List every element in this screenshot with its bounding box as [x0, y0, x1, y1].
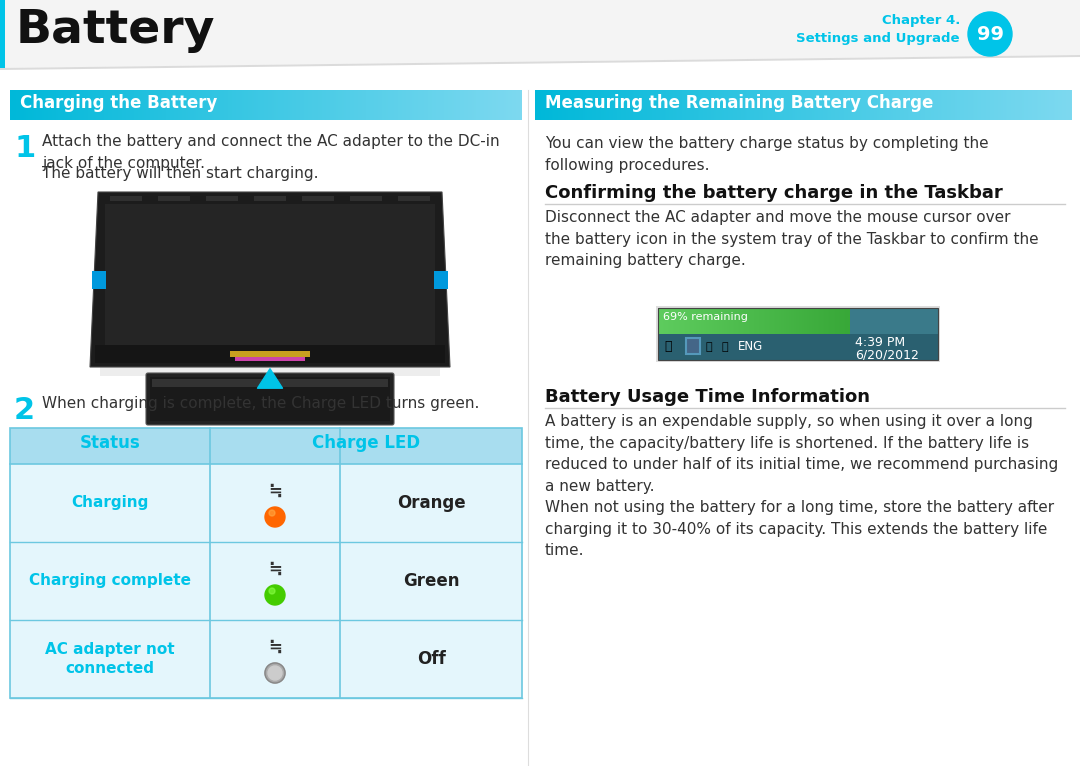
Text: Status: Status: [80, 434, 140, 452]
Bar: [399, 196, 430, 201]
Text: ≒: ≒: [268, 560, 282, 578]
Bar: [658, 308, 939, 360]
Text: ≒: ≒: [268, 638, 282, 656]
Polygon shape: [0, 55, 1080, 70]
Text: When not using the battery for a long time, store the battery after
charging it : When not using the battery for a long ti…: [545, 500, 1054, 558]
Bar: [658, 334, 939, 360]
Circle shape: [265, 663, 285, 683]
Circle shape: [265, 507, 285, 527]
Text: 6/20/2012: 6/20/2012: [855, 348, 919, 361]
Bar: [658, 308, 939, 360]
Text: Charging: Charging: [71, 496, 149, 510]
Bar: [350, 196, 382, 201]
Text: Charge LED: Charge LED: [312, 434, 420, 452]
Circle shape: [268, 666, 282, 680]
Circle shape: [269, 510, 275, 516]
Bar: [100, 362, 440, 376]
FancyBboxPatch shape: [146, 373, 394, 425]
Bar: [152, 379, 388, 387]
Text: 4:39 PM: 4:39 PM: [855, 336, 905, 349]
Bar: [158, 196, 190, 201]
Text: 📶: 📶: [706, 342, 713, 352]
Bar: [235, 357, 305, 361]
Bar: [10, 428, 522, 698]
Bar: [302, 196, 334, 201]
Bar: [434, 271, 448, 289]
Text: You can view the battery charge status by completing the
following procedures.: You can view the battery charge status b…: [545, 136, 988, 172]
Text: 99: 99: [976, 25, 1003, 44]
Text: Orange: Orange: [396, 494, 465, 512]
Bar: [254, 196, 286, 201]
Bar: [10, 428, 522, 464]
Circle shape: [269, 588, 275, 594]
Text: Charging complete: Charging complete: [29, 574, 191, 588]
Bar: [0, 0, 5, 68]
Circle shape: [265, 585, 285, 605]
Text: ≒: ≒: [268, 482, 282, 500]
Circle shape: [968, 12, 1012, 56]
Bar: [656, 306, 940, 362]
Text: When charging is complete, the Charge LED turns green.: When charging is complete, the Charge LE…: [42, 396, 480, 411]
Text: Charging the Battery: Charging the Battery: [21, 94, 217, 112]
Bar: [110, 196, 141, 201]
Text: Battery Usage Time Information: Battery Usage Time Information: [545, 388, 870, 406]
Polygon shape: [0, 0, 1080, 68]
Bar: [686, 338, 700, 354]
Text: 2: 2: [14, 396, 36, 425]
Bar: [10, 464, 522, 542]
Bar: [10, 428, 522, 698]
Bar: [686, 338, 700, 354]
Bar: [0, 0, 1080, 70]
Text: Off: Off: [417, 650, 445, 668]
Text: Chapter 4.
Settings and Upgrade: Chapter 4. Settings and Upgrade: [797, 14, 960, 45]
Bar: [92, 271, 106, 289]
Text: Attach the battery and connect the AC adapter to the DC-in
jack of the computer.: Attach the battery and connect the AC ad…: [42, 134, 500, 171]
Text: A battery is an expendable supply, so when using it over a long
time, the capaci: A battery is an expendable supply, so wh…: [545, 414, 1058, 494]
Bar: [105, 204, 435, 349]
Text: 69% remaining: 69% remaining: [663, 312, 747, 322]
Text: 🏴: 🏴: [664, 341, 672, 353]
Text: Battery: Battery: [16, 8, 215, 53]
Text: Confirming the battery charge in the Taskbar: Confirming the battery charge in the Tas…: [545, 184, 1002, 202]
Polygon shape: [90, 192, 450, 367]
Text: Measuring the Remaining Battery Charge: Measuring the Remaining Battery Charge: [545, 94, 933, 112]
Text: 🔊: 🔊: [723, 342, 729, 352]
Text: Disconnect the AC adapter and move the mouse cursor over
the battery icon in the: Disconnect the AC adapter and move the m…: [545, 210, 1039, 268]
Bar: [10, 620, 522, 698]
Bar: [658, 308, 850, 334]
Bar: [10, 542, 522, 620]
Text: Green: Green: [403, 572, 459, 590]
Bar: [95, 345, 445, 363]
Polygon shape: [0, 0, 1080, 50]
Bar: [150, 377, 390, 421]
Text: The battery will then start charging.: The battery will then start charging.: [42, 166, 319, 181]
Bar: [230, 351, 310, 357]
Text: 1: 1: [14, 134, 36, 163]
Text: AC adapter not
connected: AC adapter not connected: [45, 642, 175, 676]
FancyArrowPatch shape: [257, 368, 283, 388]
Text: ENG: ENG: [738, 340, 764, 353]
Bar: [206, 196, 238, 201]
